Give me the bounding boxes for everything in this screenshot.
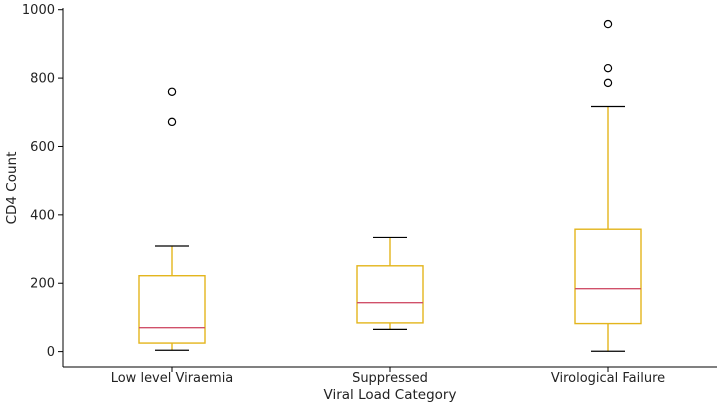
outlier-point (603, 19, 613, 29)
x-tick-label: Suppressed (352, 371, 428, 386)
iqr-box (574, 228, 642, 325)
y-tick-label: 800 (30, 72, 55, 87)
x-tick-label: Virological Failure (551, 371, 665, 386)
iqr-box (138, 275, 206, 344)
y-tick-label: 200 (30, 277, 55, 292)
x-axis-title: Viral Load Category (324, 387, 457, 403)
box-group (356, 236, 424, 330)
iqr-box (356, 265, 424, 324)
y-axis-title: CD4 Count (4, 152, 20, 225)
outlier-point (167, 87, 177, 96)
y-tick-label: 600 (30, 140, 55, 155)
outlier-point (603, 63, 613, 73)
y-tick-label: 1000 (22, 3, 55, 18)
y-tick-label: 0 (47, 345, 55, 360)
box-group (138, 87, 206, 351)
x-tick-label: Low level Viraemia (111, 371, 234, 386)
axes (62, 8, 717, 368)
x-ticks: Low level Viraemia Suppressed Virological … (111, 367, 665, 386)
outlier-point (603, 78, 613, 88)
boxes (138, 19, 642, 352)
y-ticks: 0 200 400 600 800 1000 (22, 3, 63, 360)
y-tick-label: 400 (30, 208, 55, 223)
outlier-point (167, 117, 177, 127)
box-group (574, 19, 642, 352)
